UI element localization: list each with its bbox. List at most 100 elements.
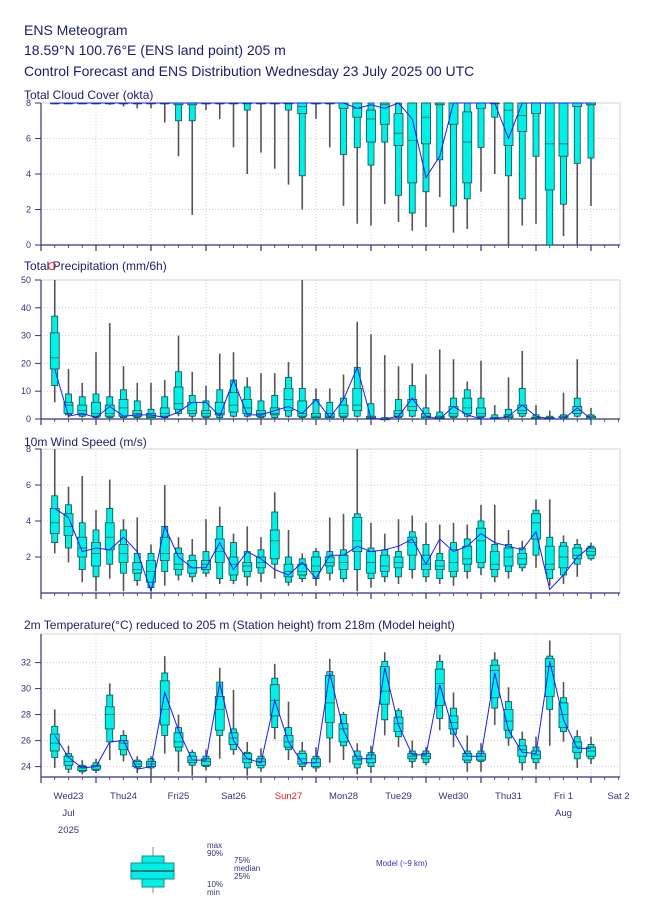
panel-title-wind: 10m Wind Speed (m/s) <box>24 435 147 449</box>
y-tick-label: 20 <box>21 358 31 368</box>
box-25-75 <box>49 507 60 534</box>
box-10-90 <box>188 102 196 122</box>
box-25-75 <box>531 513 541 540</box>
y-tick-label: 4 <box>26 516 31 526</box>
box-25-75 <box>489 551 500 570</box>
control-forecast-line <box>54 102 591 179</box>
box-25-75 <box>201 560 211 570</box>
box-25-75 <box>379 102 390 125</box>
box-25-75 <box>269 407 280 416</box>
box-25-75 <box>91 542 101 567</box>
box-25-75 <box>173 732 184 748</box>
box-10-90 <box>477 102 485 148</box>
legend-25: 25% <box>234 872 251 881</box>
box-25-75 <box>242 399 253 414</box>
legend-90: 90% <box>207 849 224 858</box>
box-25-75 <box>407 102 418 184</box>
box-10-90 <box>395 399 402 419</box>
box-25-75 <box>503 709 514 731</box>
box-25-75 <box>77 766 88 771</box>
box-10-90 <box>175 102 182 122</box>
box-25-75 <box>352 102 363 118</box>
legend-min: min <box>207 888 220 897</box>
y-tick-label: 2 <box>26 205 31 215</box>
day-label: Fri 1 <box>554 791 573 802</box>
box-10-90 <box>271 394 279 419</box>
box-25-75 <box>338 723 349 743</box>
box-25-75 <box>421 102 431 145</box>
y-tick-label: 4 <box>26 169 31 179</box>
legend-max: max <box>207 841 223 850</box>
box-25-75 <box>544 658 555 697</box>
location-line: 18.59°N 100.76°E (ENS land point) 205 m <box>24 42 286 58</box>
box-25-75 <box>517 745 528 757</box>
box-25-75 <box>228 556 239 576</box>
day-label: Tue29 <box>385 791 412 802</box>
box-25-75 <box>531 102 541 115</box>
box-25-75 <box>476 102 486 109</box>
box-25-75 <box>407 399 418 412</box>
forecast-line: Control Forecast and ENS Distribution We… <box>24 63 475 79</box>
y-tick-label: 40 <box>21 303 31 313</box>
box-25-75 <box>77 404 88 416</box>
box-25-75 <box>572 102 583 107</box>
box-25-75 <box>476 407 486 417</box>
box-25-75 <box>214 696 225 731</box>
box-25-75 <box>324 556 335 567</box>
day-label: Thu24 <box>110 791 137 802</box>
box-25-75 <box>558 102 569 157</box>
y-tick-label: 32 <box>21 658 31 668</box>
box-25-75 <box>104 522 115 551</box>
box-25-75 <box>544 545 555 571</box>
control-forecast-line <box>54 366 592 420</box>
box-25-75 <box>503 102 514 146</box>
box-10-90 <box>436 102 444 161</box>
y-tick-label: 8 <box>26 444 31 454</box>
panel-title-precip: Total Precipitation (mm/6h) <box>24 259 167 273</box>
box-25-75 <box>173 553 184 571</box>
box-10-90 <box>340 102 347 155</box>
y-tick-label: 0 <box>26 414 31 424</box>
box-25-75 <box>118 740 129 751</box>
box-25-75 <box>49 332 60 370</box>
box-25-75 <box>462 397 473 414</box>
y-tick-label: 8 <box>26 98 31 108</box>
box-25-75 <box>91 401 101 417</box>
box-25-75 <box>242 562 253 572</box>
box-10-90 <box>367 403 375 420</box>
panel-title-cloud: Total Cloud Cover (okta) <box>24 88 154 102</box>
day-label: Sun27 <box>274 791 303 802</box>
day-label: Sat 2 <box>607 791 630 802</box>
y-tick-label: 50 <box>21 275 31 285</box>
day-label: Sat26 <box>221 791 246 802</box>
box-25-75 <box>448 549 459 572</box>
box-25-75 <box>517 404 528 414</box>
box-25-75 <box>187 560 198 574</box>
box-25-75 <box>297 563 308 576</box>
legend-median: median <box>234 864 261 873</box>
y-tick-label: 26 <box>21 736 31 746</box>
box-25-75 <box>352 517 363 553</box>
meteogram-title: ENS Meteogram <box>24 22 128 38</box>
day-label: Wed30 <box>438 791 469 802</box>
y-tick-label: 24 <box>21 762 31 772</box>
box-25-75 <box>352 388 363 412</box>
box-25-75 <box>407 536 418 556</box>
box-25-75 <box>63 513 74 536</box>
box-25-75 <box>366 109 376 143</box>
y-tick-label: 0 <box>26 240 31 250</box>
box-25-75 <box>517 102 528 132</box>
month-label: Aug <box>555 808 572 819</box>
marker-dot <box>48 262 56 270</box>
box-25-75 <box>393 113 404 147</box>
month-label: Jul <box>62 808 75 819</box>
y-tick-label: 6 <box>26 480 31 490</box>
panel-title-temperature: 2m Temperature(°C) reduced to 205 m (Sta… <box>24 618 455 632</box>
box-10-90 <box>518 388 526 417</box>
box-25-75 <box>311 556 321 572</box>
y-tick-label: 28 <box>21 710 31 720</box>
box-25-75 <box>462 111 473 184</box>
year-label: 2025 <box>57 825 80 836</box>
box-25-75 <box>324 675 335 723</box>
